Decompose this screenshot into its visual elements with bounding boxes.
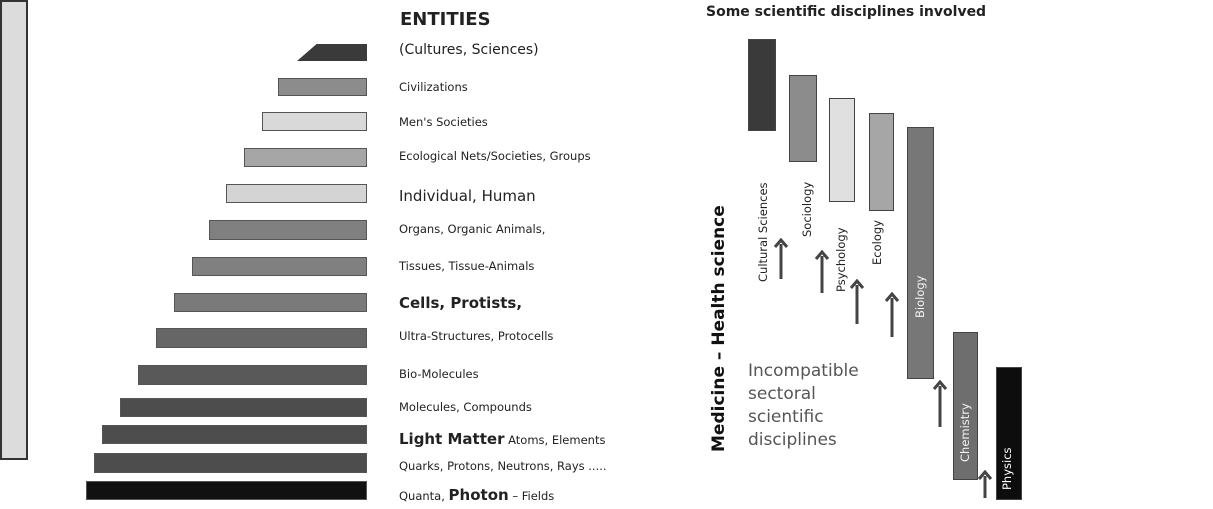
entity-bar-ecological: [244, 148, 367, 167]
discipline-label-physics: Physics: [1000, 447, 1014, 490]
up-arrow-icon: [932, 380, 948, 427]
discipline-bar-psychology: [829, 98, 855, 202]
entity-bar-cells: [174, 293, 367, 312]
discipline-label-sociology: Sociology: [800, 181, 814, 237]
disciplines-title: Some scientific disciplines involved: [706, 4, 987, 20]
entity-bar-ultra: [156, 328, 367, 348]
entity-bar-organs: [209, 220, 367, 240]
discipline-label-biology: Biology: [913, 275, 927, 318]
discipline-label-psychology: Psychology: [834, 227, 848, 292]
entity-bar-mens-societies: [262, 112, 367, 131]
discipline-bar-ecology: [869, 113, 894, 211]
entity-bar-tissues: [192, 257, 367, 276]
medicine-health-science-bar: [0, 0, 28, 460]
entity-label-light-matter: Light Matter Atoms, Elements: [399, 430, 606, 448]
discipline-bar-biology: [907, 127, 934, 379]
entity-label-cultures: (Cultures, Sciences): [399, 42, 539, 58]
entity-label-tissues: Tissues, Tissue-Animals: [399, 259, 535, 273]
entity-bar-light-matter: [102, 425, 367, 444]
discipline-label-ecology: Ecology: [870, 220, 884, 265]
entity-bar-cultures: [297, 44, 367, 61]
up-arrow-icon: [884, 292, 900, 337]
entity-label-individual: Individual, Human: [399, 187, 536, 205]
entity-bar-bio-molecules: [138, 365, 367, 385]
entity-label-bio-molecules: Bio-Molecules: [399, 367, 479, 381]
medicine-health-science-label: Medicine – Health science: [709, 205, 729, 452]
entity-label-quarks: Quarks, Protons, Neutrons, Rays .....: [399, 459, 607, 473]
up-arrow-icon: [849, 279, 865, 324]
up-arrow-icon: [814, 250, 830, 293]
up-arrow-icon: [977, 470, 993, 498]
up-arrow-icon: [773, 238, 789, 279]
entity-label-molecules: Molecules, Compounds: [399, 400, 532, 414]
entity-bar-individual: [226, 184, 367, 203]
entity-label-civilizations: Civilizations: [399, 80, 468, 94]
entity-label-mens-societies: Men's Societies: [399, 115, 488, 129]
discipline-bar-physics: [996, 367, 1022, 500]
entity-label-quanta: Quanta, Photon – Fields: [399, 486, 555, 504]
entity-bar-civilizations: [278, 78, 367, 96]
discipline-label-cultural-sciences: Cultural Sciences: [756, 182, 770, 282]
entity-label-cells: Cells, Protists,: [399, 294, 523, 312]
discipline-bar-chemistry: [953, 332, 978, 480]
entity-label-ultra: Ultra-Structures, Protocells: [399, 329, 554, 343]
incompatible-disciplines-label: Incompatible sectoral scientific discipl…: [748, 361, 859, 450]
entity-bar-molecules: [120, 398, 367, 417]
discipline-label-chemistry: Chemistry: [958, 403, 972, 462]
entities-title: ENTITIES: [400, 9, 491, 30]
entity-bar-quanta: [86, 481, 367, 500]
entity-label-organs: Organs, Organic Animals,: [399, 222, 546, 236]
discipline-bar-cultural-sciences: [748, 39, 776, 131]
discipline-bar-sociology: [789, 75, 817, 162]
entity-label-ecological: Ecological Nets/Societies, Groups: [399, 149, 591, 163]
entity-bar-quarks: [94, 453, 367, 473]
